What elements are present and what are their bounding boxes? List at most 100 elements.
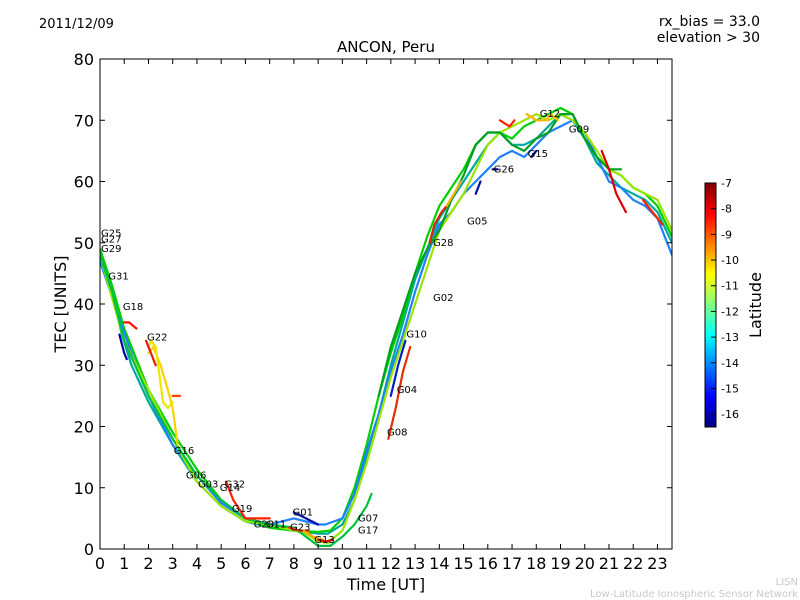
x-tick-label: 16 [478,554,498,573]
prn-label: G03 [198,480,218,491]
date-label: 2011/12/09 [39,17,114,32]
x-tick-label: 0 [95,554,105,573]
prn-label: G14 [220,483,240,494]
colorbar-label: Latitude [746,272,765,338]
series-line-12 [224,480,271,520]
series-line-21 [544,112,560,122]
series-line-5 [100,253,373,548]
series-line-25 [389,339,407,397]
prn-label: G26 [494,164,514,175]
prn-label: G05 [467,216,487,227]
series-line-2 [100,106,672,534]
series-line-8 [147,339,174,410]
prn-label: G06 [186,471,206,482]
series-line-10 [145,339,157,367]
series-line-29 [292,511,320,526]
y-tick-label: 20 [74,418,94,437]
y-tick-label: 60 [74,173,94,192]
series-layer [100,106,672,548]
series-line-28 [530,149,538,159]
x-tick-label: 15 [453,554,473,573]
series-line-16 [387,345,412,440]
x-tick-label: 7 [265,554,275,573]
prn-label: G28 [433,238,453,249]
series-line-24 [118,333,128,361]
prn-label: G31 [108,271,128,282]
y-tick-label: 80 [74,50,94,69]
prn-label: G01 [292,507,312,518]
x-tick-label: 3 [168,554,178,573]
y-tick-label: 50 [74,234,94,253]
prn-label: G02 [433,293,453,304]
y-tick-label: 40 [74,295,94,314]
colorbar [704,182,717,428]
series-line-18 [445,180,463,208]
series-line-15 [317,538,334,543]
colorbar-tick-label: -7 [721,177,732,190]
series-line-4 [100,112,672,545]
colorbar-tick-label: -9 [721,228,732,241]
x-tick-label: 11 [356,554,376,573]
x-tick-label: 22 [623,554,643,573]
x-tick-label: 21 [599,554,619,573]
prn-label: G10 [406,330,426,341]
x-tick-label: 10 [332,554,352,573]
series-line-20 [525,112,548,122]
colorbar-tick-label: -12 [721,305,739,318]
x-tick-label: 6 [240,554,250,573]
colorbar-tick-label: -10 [721,254,739,267]
colorbar-tick-label: -13 [721,331,739,344]
x-tick-label: 2 [143,554,153,573]
series-line-19 [498,119,516,128]
series-line-7 [147,345,179,446]
y-tick-label: 70 [74,111,94,130]
y-tick-label: 30 [74,356,94,375]
x-tick-label: 18 [526,554,546,573]
series-line-26 [474,180,482,195]
prn-label: G19 [232,504,252,515]
series-line-22 [600,149,628,214]
x-tick-label: 12 [381,554,401,573]
colorbar-tick-label: -14 [721,357,739,370]
colorbar-ticks: -7 -8 -9 -10 -11 -12 -13 -14 -15 -16 [711,177,739,421]
prn-label: G07 [358,513,378,524]
prn-label: G23 [290,523,310,534]
prn-label: G18 [123,302,143,313]
x-tick-label: 5 [216,554,226,573]
x-tick-label: 13 [405,554,425,573]
prn-label: G04 [397,385,417,396]
tick-layer: 0 1 2 3 4 5 6 7 8 9 10 11 12 13 14 15 16 17 18 19 20 21 22 2301… [74,50,672,573]
prn-label: G13 [314,535,334,546]
prn-label: G22 [147,333,167,344]
x-tick-label: 17 [502,554,522,573]
x-tick-label: 1 [119,554,129,573]
prn-label: G29 [101,244,121,255]
series-line-6 [377,112,623,397]
prn-label: G09 [569,124,589,135]
prn-label: G12 [540,109,560,120]
x-tick-label: 23 [647,554,667,573]
prn-label: G11 [266,520,286,531]
y-axis-label: TEC [UNITS] [51,256,70,354]
series-line-14 [302,529,325,541]
x-tick-label: 8 [289,554,299,573]
colorbar-tick-label: -8 [721,203,732,216]
y-tick-label: 0 [84,540,94,559]
prn-label: G17 [358,526,378,537]
x-tick-label: 14 [429,554,449,573]
colorbar-tick-label: -11 [721,280,739,293]
rx-bias-label: rx_bias = 33.0 [658,14,760,30]
prn-label: G25 [101,229,121,240]
x-axis-label: Time [UT] [346,575,425,594]
x-tick-label: 19 [550,554,570,573]
x-tick-label: 9 [313,554,323,573]
prn-label: G20 [254,520,274,531]
elevation-label: elevation > 30 [656,30,760,46]
network-long-label: Low-Latitude Ionospheric Sensor Network [590,589,798,600]
series-line-23 [641,198,664,226]
prn-label: G32 [225,480,245,491]
colorbar-tick-label: -16 [721,408,739,421]
y-tick-label: 10 [74,479,94,498]
